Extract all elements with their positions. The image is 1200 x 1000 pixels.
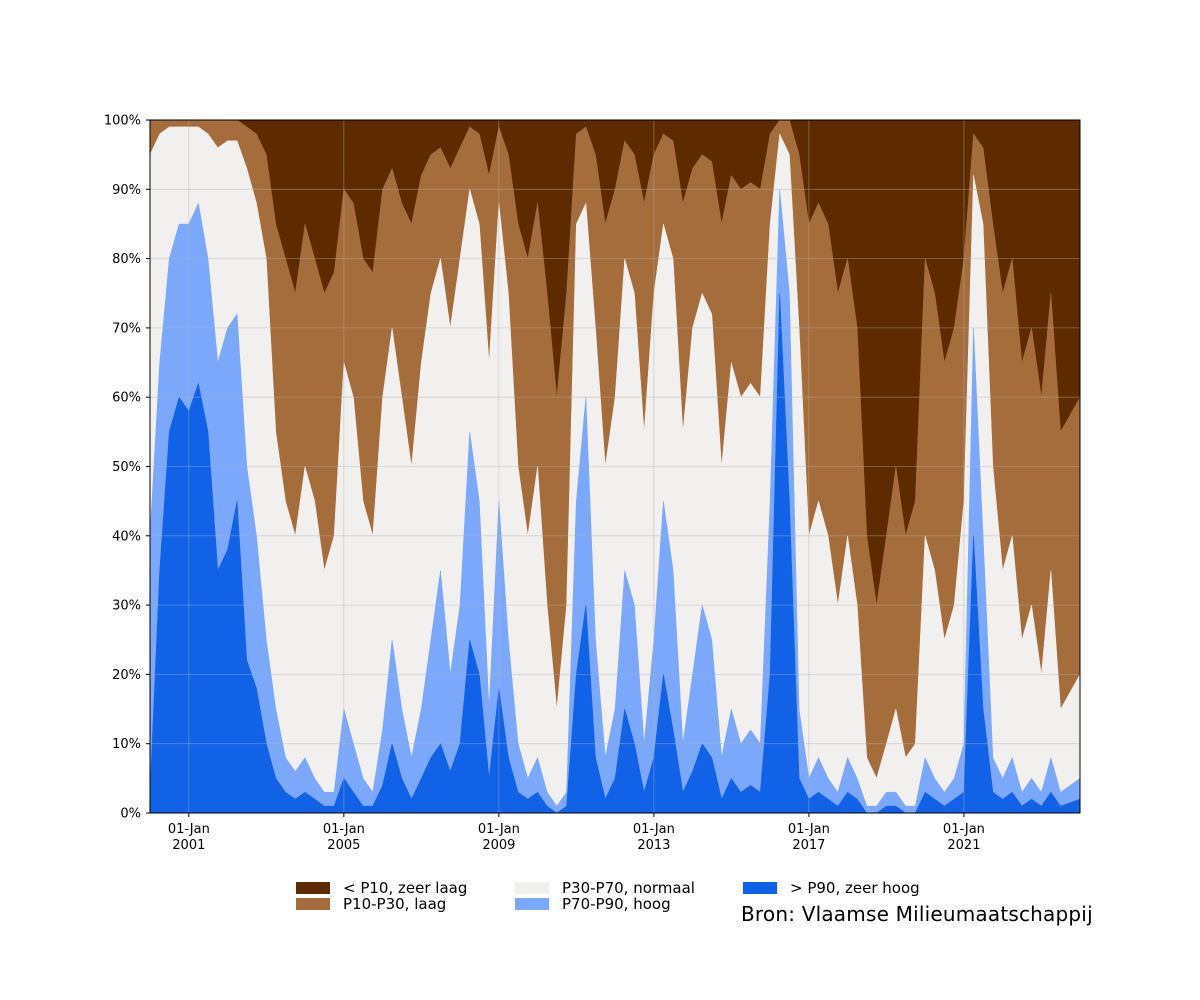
- x-tick-label-day: 01-Jan: [478, 822, 520, 837]
- x-tick-label-year: 2017: [792, 838, 825, 853]
- x-tick-label-day: 01-Jan: [633, 822, 675, 837]
- legend-item-zeer-laag: < P10, zeer laag: [296, 880, 467, 896]
- x-tick-label-day: 01-Jan: [168, 822, 210, 837]
- legend-label-zeer-laag: < P10, zeer laag: [343, 879, 468, 897]
- y-tick-label: 90%: [112, 183, 141, 198]
- legend: < P10, zeer laag P10-P30, laag P30-P70, …: [296, 880, 996, 920]
- y-tick-label: 80%: [112, 252, 141, 267]
- y-tick-label: 50%: [112, 460, 141, 475]
- y-tick-label: 0%: [120, 807, 141, 822]
- x-axis: 01-Jan200101-Jan200501-Jan200901-Jan2013…: [168, 813, 985, 853]
- source-credit: Bron: Vlaamse Milieumaatschappij: [741, 902, 1093, 926]
- x-tick-label-year: 2021: [947, 838, 980, 853]
- x-tick-label-year: 2001: [172, 838, 205, 853]
- y-tick-label: 70%: [112, 321, 141, 336]
- x-tick-label-year: 2005: [327, 838, 360, 853]
- y-tick-label: 30%: [112, 599, 141, 614]
- legend-item-laag: P10-P30, laag: [296, 896, 446, 912]
- legend-swatch-zeer-hoog: [743, 882, 777, 894]
- legend-label-laag: P10-P30, laag: [343, 895, 447, 913]
- y-tick-label: 60%: [112, 391, 141, 406]
- legend-item-normaal: P30-P70, normaal: [515, 880, 695, 896]
- legend-item-hoog: P70-P90, hoog: [515, 896, 671, 912]
- x-tick-label-day: 01-Jan: [788, 822, 830, 837]
- x-tick-label-day: 01-Jan: [943, 822, 985, 837]
- legend-swatch-zeer-laag: [296, 882, 330, 894]
- y-tick-label: 100%: [104, 114, 141, 129]
- y-axis: 0% 10% 20% 30% 40% 50% 60% 70% 80% 90% 100%: [104, 114, 150, 822]
- y-tick-label: 10%: [112, 737, 141, 752]
- legend-swatch-hoog: [515, 898, 549, 910]
- legend-swatch-laag: [296, 898, 330, 910]
- legend-label-normaal: P30-P70, normaal: [562, 879, 695, 897]
- x-tick-label-year: 2009: [482, 838, 515, 853]
- legend-label-zeer-hoog: > P90, zeer hoog: [790, 879, 920, 897]
- chart-svg: 0% 10% 20% 30% 40% 50% 60% 70% 80% 90% 100% 01-Jan…: [103, 113, 1081, 853]
- y-tick-label: 40%: [112, 529, 141, 544]
- x-tick-label-year: 2013: [637, 838, 670, 853]
- legend-item-zeer-hoog: > P90, zeer hoog: [743, 880, 920, 896]
- y-tick-label: 20%: [112, 668, 141, 683]
- legend-swatch-normaal: [515, 882, 549, 894]
- x-tick-label-day: 01-Jan: [323, 822, 365, 837]
- legend-label-hoog: P70-P90, hoog: [562, 895, 671, 913]
